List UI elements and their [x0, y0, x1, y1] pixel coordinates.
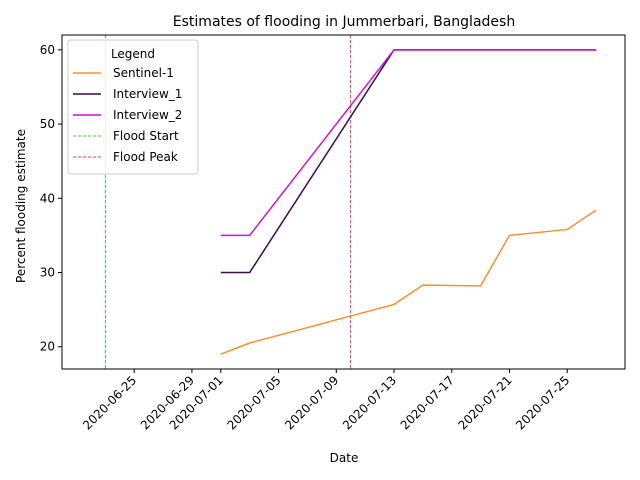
legend: Legend Sentinel-1 Interview_1 Interview_2 Fl…	[67, 39, 199, 175]
series-line-sentinel-1	[220, 209, 597, 355]
x-tick-label: 2020-07-13	[340, 373, 399, 432]
x-tick-label: 2020-07-21	[455, 373, 514, 432]
series-line-interview-2	[220, 49, 597, 237]
x-tick-label: 2020-07-17	[398, 373, 457, 432]
y-tick-label: 40	[40, 191, 55, 205]
legend-title: Legend	[111, 47, 155, 61]
x-axis-label: Date	[330, 451, 359, 465]
y-tick-label: 60	[40, 43, 55, 57]
legend-label-flood-start: Flood Start	[113, 129, 179, 143]
y-axis-label: Percent flooding estimate	[14, 129, 28, 283]
legend-label-flood-peak: Flood Peak	[113, 150, 178, 164]
chart-title: Estimates of flooding in Jummerbari, Ban…	[173, 14, 515, 30]
x-tick-label: 2020-07-25	[513, 373, 572, 432]
y-tick-label: 20	[40, 340, 55, 354]
legend-label-interview-1: Interview_1	[113, 87, 182, 101]
y-tick-label: 30	[40, 266, 55, 280]
x-tick-label: 2020-07-09	[282, 373, 341, 432]
x-tick-label: 2020-06-25	[80, 373, 139, 432]
y-tick-label: 50	[40, 117, 55, 131]
axes-frame	[61, 34, 626, 370]
legend-label-interview-2: Interview_2	[113, 108, 182, 122]
series-line-interview-1	[220, 49, 597, 274]
legend-label-sentinel-1: Sentinel-1	[113, 66, 174, 80]
plot-area	[104, 35, 597, 369]
x-tick-label: 2020-07-05	[224, 373, 283, 432]
